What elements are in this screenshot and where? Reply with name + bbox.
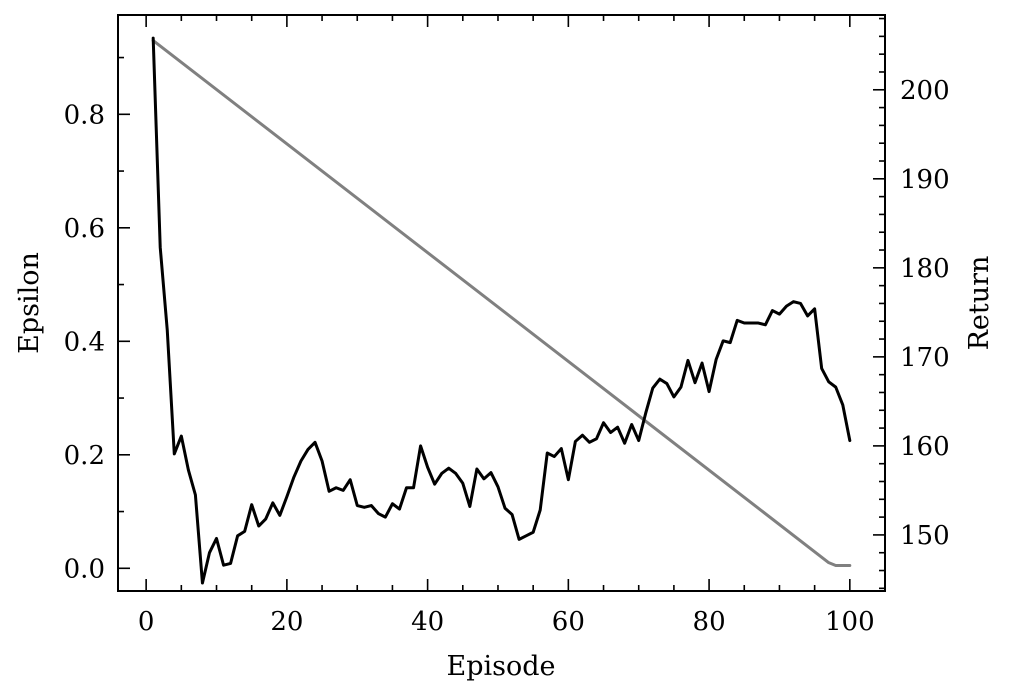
- y-left-axis-label: Epsilon: [14, 252, 45, 354]
- x-tick-label: 0: [138, 607, 155, 637]
- y-right-tick-label: 170: [900, 343, 950, 373]
- x-tick-label: 80: [693, 607, 726, 637]
- y-right-tick-label: 180: [900, 254, 950, 284]
- y-right-tick-label: 190: [900, 165, 950, 195]
- y-right-tick-label: 200: [900, 76, 950, 106]
- x-tick-label: 40: [411, 607, 444, 637]
- return-line: [151, 36, 852, 585]
- y-right-tick-label: 150: [900, 521, 950, 551]
- x-tick-label: 60: [552, 607, 585, 637]
- epsilon-line: [151, 39, 852, 567]
- series-layer: [151, 36, 852, 585]
- plot-frame: [117, 14, 886, 592]
- y-left-tick-label: 0.6: [64, 214, 105, 244]
- y-left-tick-label: 0.0: [64, 554, 105, 584]
- y-right-axis-label: Return: [964, 256, 995, 351]
- x-tick-label: 20: [270, 607, 303, 637]
- y-right-tick-label: 160: [900, 432, 950, 462]
- y-left-tick-label: 0.2: [64, 441, 105, 471]
- x-axis-label: Episode: [446, 651, 555, 682]
- labels-layer: 0 20 40 60 80 100 0.0 0.2 0.4 0.6 0.8 150 160 170 180 1…: [64, 76, 950, 637]
- y-left-tick-label: 0.4: [64, 327, 105, 357]
- x-tick-label: 100: [825, 607, 875, 637]
- y-left-tick-label: 0.8: [64, 100, 105, 130]
